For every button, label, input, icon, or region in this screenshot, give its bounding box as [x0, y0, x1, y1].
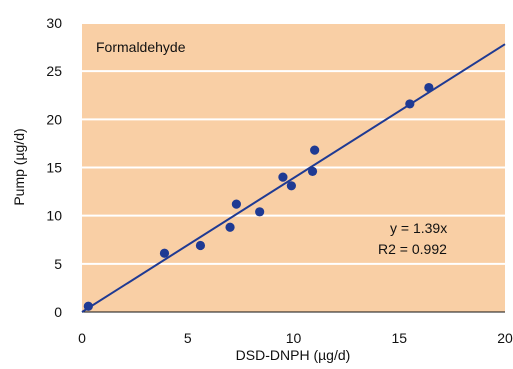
x-axis-title: DSD-DNPH (µg/d): [236, 347, 351, 363]
y-tick-label: 0: [54, 304, 62, 320]
y-axis-title: Pump (µg/d): [11, 128, 27, 205]
data-point: [278, 172, 288, 182]
data-point: [255, 207, 265, 217]
y-tick-label: 30: [46, 15, 62, 31]
y-tick-label: 25: [46, 63, 62, 79]
data-point: [405, 99, 415, 109]
gridlines: [82, 22, 505, 265]
data-point: [286, 181, 296, 191]
data-point: [225, 222, 235, 232]
r-squared: R2 = 0.992: [378, 241, 447, 257]
data-point: [159, 248, 170, 258]
data-points: [83, 82, 434, 311]
data-point: [83, 301, 93, 311]
regression-equation: y = 1.39x: [390, 220, 447, 236]
y-tick-label: 15: [46, 160, 62, 176]
y-tick-label: 5: [54, 256, 62, 272]
y-tick-label: 10: [46, 208, 62, 224]
data-point: [310, 145, 320, 155]
data-point: [195, 240, 206, 251]
data-point: [424, 82, 434, 93]
x-tick-labels: 0 5 10 15 20: [78, 330, 513, 346]
x-tick-label: 20: [497, 330, 513, 346]
regression-line: [81, 43, 506, 313]
panel-label: Formaldehyde: [96, 39, 186, 55]
x-tick-label: 15: [391, 330, 407, 346]
y-tick-labels: 0 5 10 15 20 25 30: [46, 15, 62, 320]
x-tick-label: 0: [78, 330, 86, 346]
y-tick-label: 20: [46, 111, 62, 127]
x-tick-label: 5: [184, 330, 192, 346]
data-point: [231, 199, 241, 209]
x-tick-label: 10: [286, 330, 302, 346]
data-point: [307, 166, 318, 176]
